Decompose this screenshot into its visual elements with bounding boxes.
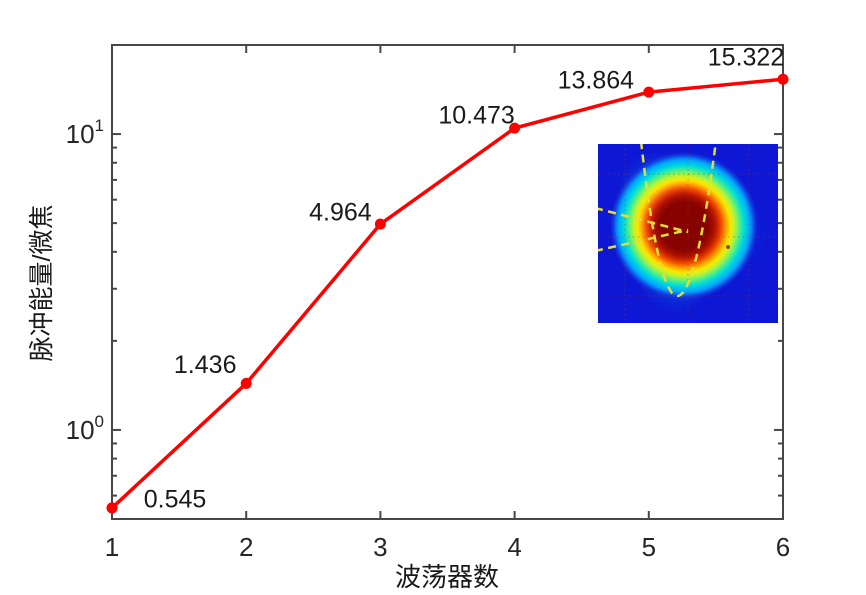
x-tick-label: 2 — [239, 532, 253, 562]
x-tick-label: 4 — [507, 532, 521, 562]
point-value-label: 10.473 — [438, 102, 514, 130]
data-point-marker — [106, 502, 118, 514]
beam-profile-inset — [598, 144, 778, 323]
axes-box — [111, 44, 784, 520]
y-axis-label: 脉冲能量/微焦 — [28, 205, 56, 362]
inset-dashed-line-upper — [598, 207, 689, 234]
data-point-marker — [509, 122, 521, 134]
x-tick-label: 6 — [776, 532, 790, 562]
data-series — [106, 73, 789, 514]
y-tick-label: 101 — [66, 116, 104, 149]
labels-layer: 1 2 3 4 5 6 100 101 0.545 1.436 4.964 10.473 13.864 1… — [66, 44, 791, 562]
x-tick-label: 1 — [105, 532, 119, 562]
x-tick-label: 5 — [642, 532, 656, 562]
point-value-label: 0.545 — [144, 485, 207, 513]
inset-grid — [598, 144, 778, 323]
x-axis-label: 波荡器数 — [395, 562, 499, 592]
point-value-label: 15.322 — [708, 44, 784, 72]
data-point-marker — [374, 218, 386, 230]
data-point-marker — [777, 73, 789, 85]
data-point-marker — [643, 86, 655, 98]
x-tick-label: 3 — [373, 532, 387, 562]
point-value-label: 4.964 — [309, 199, 372, 227]
data-point-marker — [240, 377, 252, 389]
inset-overlay — [598, 144, 778, 323]
point-value-label: 1.436 — [174, 351, 237, 379]
inset-speck — [726, 245, 730, 249]
y-tick-label: 100 — [66, 412, 104, 445]
inset-dashed-line-lower — [598, 228, 689, 252]
point-value-label: 13.864 — [558, 67, 635, 95]
series-line — [110, 77, 785, 510]
inset-dashed-parabola — [640, 144, 717, 298]
plot-border — [111, 44, 784, 520]
